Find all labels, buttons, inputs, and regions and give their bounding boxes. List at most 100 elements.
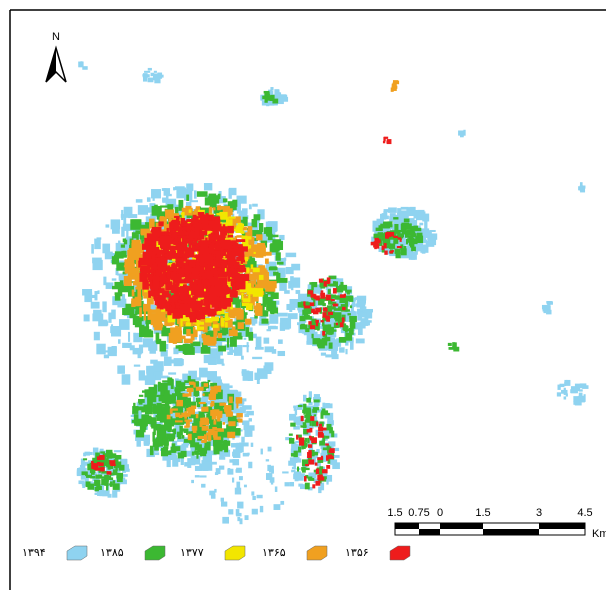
urban-patch (250, 264, 254, 269)
urban-patch (124, 259, 135, 266)
urban-patch (559, 383, 565, 388)
urban-patch (227, 225, 234, 234)
legend-swatch (389, 545, 411, 561)
urban-patch (197, 311, 201, 320)
urban-patch (309, 438, 313, 443)
urban-patch (195, 344, 201, 353)
urban-patch (313, 394, 320, 401)
urban-patch (142, 243, 150, 250)
urban-patch (252, 495, 256, 501)
urban-patch (102, 301, 107, 313)
urban-patch (174, 358, 184, 366)
urban-patch (138, 344, 144, 354)
urban-patch (320, 412, 324, 419)
urban-patch (178, 382, 186, 392)
urban-patch (325, 294, 331, 301)
urban-patch (212, 338, 223, 348)
urban-patch (195, 386, 204, 391)
urban-patch (320, 446, 324, 450)
urban-patch (385, 232, 390, 239)
urban-patch (147, 276, 153, 280)
urban-patch (228, 396, 233, 404)
urban-patch (219, 260, 222, 263)
urban-patch (194, 382, 199, 389)
urban-patch (452, 342, 456, 349)
urban-patch (222, 440, 231, 446)
urban-patch (183, 237, 193, 244)
urban-patch (226, 291, 231, 299)
urban-patch (262, 234, 268, 244)
urban-patch (177, 406, 184, 416)
urban-patch (235, 397, 243, 404)
urban-patch (216, 414, 221, 422)
urban-patch (135, 199, 143, 203)
urban-patch (172, 458, 179, 467)
urban-patch (574, 399, 582, 406)
urban-patch (112, 285, 121, 290)
urban-patch (248, 246, 259, 257)
urban-patch (267, 291, 275, 295)
urban-patch (186, 407, 189, 412)
urban-patch (289, 481, 295, 487)
urban-patch (187, 409, 196, 415)
urban-patch (215, 241, 224, 251)
urban-patch (135, 276, 139, 285)
urban-patch (136, 410, 142, 418)
urban-patch (192, 303, 199, 312)
urban-patch (115, 242, 125, 253)
urban-patch (212, 430, 218, 438)
urban-patch (291, 282, 294, 291)
urban-patch (227, 415, 237, 423)
urban-patch (248, 418, 252, 422)
urban-patch (121, 374, 131, 385)
urban-patch (396, 246, 402, 249)
urban-patch (265, 473, 273, 480)
urban-patch (146, 415, 152, 419)
urban-patch (98, 319, 108, 327)
urban-patch (298, 440, 305, 446)
urban-patch (244, 251, 250, 260)
urban-patch (256, 374, 260, 384)
urban-patch (195, 230, 206, 236)
urban-patch (284, 290, 290, 294)
urban-patch (183, 438, 193, 443)
urban-patch (253, 251, 256, 254)
urban-patch (222, 383, 230, 393)
urban-patch (213, 436, 221, 440)
urban-patch (327, 289, 331, 295)
urban-patch (228, 307, 236, 319)
urban-patch (174, 206, 179, 217)
urban-patch (207, 379, 211, 383)
urban-patch (219, 226, 226, 232)
urban-patch (247, 245, 252, 249)
urban-patch (209, 239, 214, 243)
urban-patch (188, 370, 197, 380)
urban-patch (231, 272, 240, 279)
urban-patch (186, 183, 194, 192)
urban-patch (181, 207, 193, 216)
urban-patch (318, 474, 323, 478)
urban-patch (179, 282, 185, 290)
urban-patch (320, 482, 325, 491)
urban-patch (248, 204, 252, 210)
urban-patch (252, 356, 263, 360)
urban-patch (95, 452, 100, 459)
urban-patch (279, 234, 285, 240)
urban-patch (334, 281, 338, 287)
urban-patch (407, 238, 411, 243)
urban-patch (220, 294, 224, 300)
urban-patch (195, 414, 199, 419)
urban-patch (211, 397, 219, 404)
urban-patch (209, 490, 216, 496)
urban-patch (304, 419, 310, 423)
urban-patch (290, 276, 294, 287)
urban-patch (127, 331, 131, 342)
urban-patch (156, 249, 165, 255)
urban-patch (304, 305, 311, 309)
urban-patch (296, 422, 303, 426)
urban-patch (323, 307, 327, 312)
urban-patch (288, 437, 295, 444)
urban-patch (150, 417, 157, 427)
urban-patch (177, 230, 187, 236)
urban-patch (574, 383, 580, 392)
